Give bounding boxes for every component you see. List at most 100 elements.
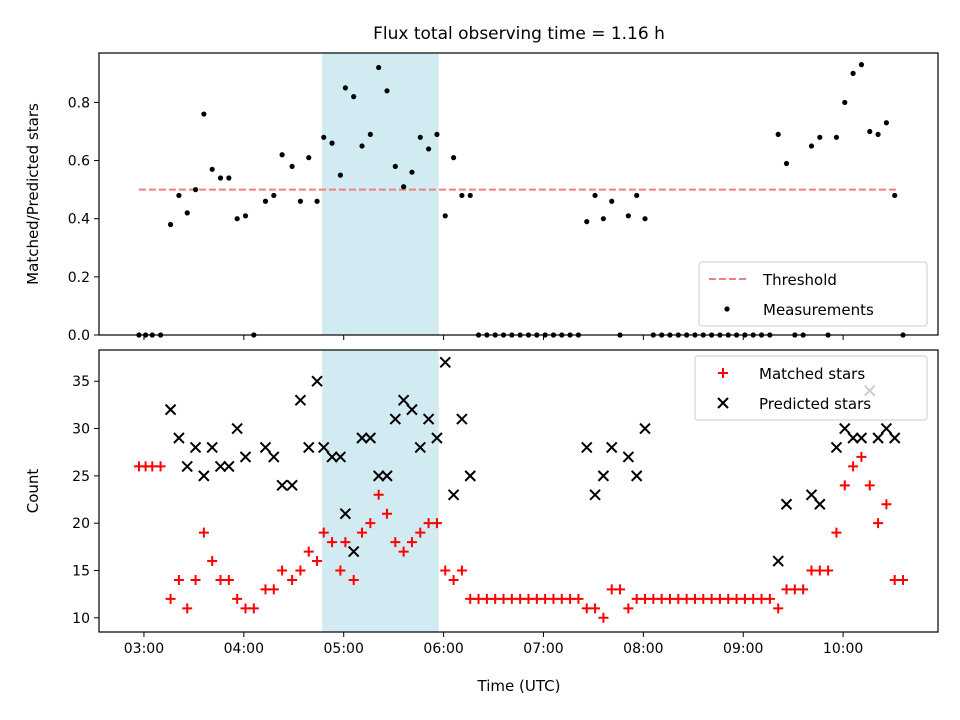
predicted-stars-point bbox=[639, 422, 651, 435]
x-tick-label: 03:00 bbox=[124, 641, 164, 657]
matched-stars-point bbox=[440, 565, 451, 576]
predicted-stars-point bbox=[805, 489, 818, 501]
predicted-stars-point bbox=[286, 479, 298, 492]
predicted-stars-point bbox=[339, 508, 352, 520]
predicted-stars-point bbox=[447, 489, 460, 501]
predicted-stars-point bbox=[311, 375, 323, 387]
measurement-point bbox=[192, 187, 199, 193]
predicted-stars-point bbox=[231, 422, 243, 435]
measurement-point bbox=[442, 213, 448, 219]
predicted-stars-point bbox=[214, 460, 227, 473]
measurement-point bbox=[892, 192, 898, 199]
matched-stars-point bbox=[198, 527, 209, 538]
matched-stars-point bbox=[573, 593, 584, 604]
matched-stars-point bbox=[303, 546, 314, 557]
ratio-panel: 0.0 0.2 0.4 0.6 0.8 Matched/Predicted stars Th… bbox=[24, 52, 939, 344]
matched-stars-point bbox=[590, 603, 601, 614]
predicted-stars-point bbox=[406, 403, 418, 416]
predicted-stars-point bbox=[414, 441, 426, 454]
y-tick-label: 30 bbox=[72, 422, 90, 438]
measurement-point bbox=[226, 175, 232, 181]
measurement-point bbox=[314, 198, 320, 204]
predicted-stars-point bbox=[198, 470, 210, 482]
y-tick-label: 15 bbox=[72, 563, 90, 579]
count-panel: 03:00 04:00 05:00 06:00 07:00 08:00 09:00 10:00… bbox=[24, 349, 939, 657]
measurement-point bbox=[775, 131, 781, 138]
matched-stars-point bbox=[398, 546, 409, 557]
measurement-point bbox=[600, 216, 606, 222]
chart-title: Flux total observing time = 1.16 h bbox=[373, 24, 665, 44]
matched-stars-point bbox=[864, 480, 875, 491]
measurement-point bbox=[808, 143, 815, 149]
legend-predicted-swatch bbox=[717, 397, 729, 409]
measurement-point bbox=[625, 213, 631, 219]
predicted-stars-point bbox=[356, 432, 368, 444]
predicted-stars-point bbox=[464, 470, 476, 482]
matched-stars-point bbox=[839, 480, 850, 491]
measurement-point bbox=[234, 216, 240, 222]
matched-stars-point bbox=[881, 499, 892, 510]
x-tick-label: 04:00 bbox=[224, 641, 264, 657]
predicted-stars-point bbox=[189, 441, 202, 454]
predicted-stars-point bbox=[181, 460, 193, 473]
predicted-stars-point bbox=[173, 432, 185, 444]
legend-label: Measurements bbox=[763, 301, 874, 319]
measurement-point bbox=[842, 99, 848, 106]
predicted-stars-point bbox=[347, 545, 360, 558]
measurement-point bbox=[271, 192, 277, 199]
predicted-stars-point bbox=[206, 441, 218, 454]
x-tick-label: 10:00 bbox=[823, 641, 863, 657]
matched-stars-point bbox=[773, 603, 784, 614]
matched-stars-point bbox=[415, 527, 426, 538]
measurement-point bbox=[883, 120, 889, 126]
matched-stars-point bbox=[340, 537, 351, 548]
measurement-point bbox=[384, 88, 390, 94]
predicted-stars-point bbox=[422, 413, 435, 425]
predicted-stars-point bbox=[622, 451, 635, 463]
matched-stars-point bbox=[182, 603, 193, 614]
measurement-point bbox=[201, 111, 207, 117]
axes-frame bbox=[98, 52, 939, 336]
y-tick-label: 0.8 bbox=[68, 95, 90, 111]
predicted-stars-point bbox=[303, 441, 315, 454]
x-tick-label: 05:00 bbox=[324, 641, 364, 657]
matched-stars-point bbox=[248, 603, 259, 614]
highlight-band bbox=[322, 53, 439, 335]
matched-stars-point bbox=[232, 593, 243, 604]
measurement-point bbox=[850, 70, 856, 76]
measurement-point bbox=[858, 62, 865, 68]
predicted-stars-point bbox=[397, 394, 410, 406]
matched-stars-point bbox=[155, 461, 166, 472]
measurement-point bbox=[584, 219, 590, 225]
matched-stars-point bbox=[798, 584, 809, 595]
measurement-point bbox=[634, 192, 640, 199]
matched-stars-point bbox=[268, 584, 279, 595]
y-tick-label: 0.6 bbox=[68, 154, 90, 170]
x-axis-label: Time (UTC) bbox=[477, 677, 561, 695]
predicted-stars-point bbox=[814, 498, 826, 510]
predicted-stars-point bbox=[630, 470, 643, 482]
predicted-stars-point bbox=[889, 432, 901, 444]
predicted-stars-point bbox=[431, 432, 443, 444]
matched-stars-point bbox=[615, 584, 626, 595]
matched-stars-point bbox=[277, 565, 288, 576]
y-tick-label: 10 bbox=[72, 611, 90, 627]
matched-stars-point bbox=[165, 593, 176, 604]
y-tick-label: 0.0 bbox=[68, 328, 90, 344]
measurement-point bbox=[184, 210, 190, 216]
predicted-stars-point bbox=[276, 479, 288, 492]
legend-label: Threshold bbox=[762, 271, 837, 289]
predicted-stars-point bbox=[880, 422, 893, 435]
measurement-point bbox=[337, 172, 343, 178]
measurement-point bbox=[401, 184, 407, 190]
predicted-stars-point bbox=[294, 394, 307, 406]
measurement-point bbox=[450, 155, 457, 161]
predicted-stars-point bbox=[372, 470, 385, 482]
matched-stars-point bbox=[312, 556, 323, 567]
measurement-point bbox=[217, 175, 224, 181]
measurement-point bbox=[875, 131, 881, 138]
measurement-point bbox=[459, 192, 465, 199]
y-tick-label: 25 bbox=[72, 469, 90, 485]
highlight-band bbox=[322, 350, 439, 632]
measurement-point bbox=[359, 143, 365, 149]
